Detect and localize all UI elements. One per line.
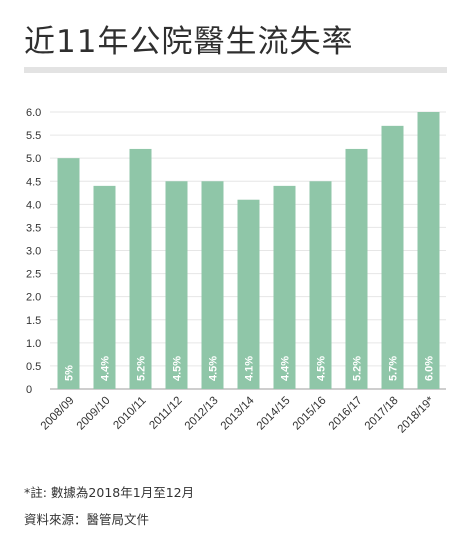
footnote: *註: 數據為2018年1月至12月 — [24, 485, 195, 500]
x-tick-label: 2016/17 — [327, 395, 365, 433]
bar — [309, 181, 332, 389]
bar — [129, 148, 152, 389]
x-tick-label: 2009/10 — [75, 395, 113, 433]
x-tick-label: 2010/11 — [111, 395, 148, 432]
y-tick-label: 6.0 — [26, 107, 41, 119]
x-tick-label: 2011/12 — [147, 395, 184, 432]
y-tick-label: 5.0 — [26, 153, 41, 165]
y-tick-label: 4.5 — [26, 176, 41, 188]
bar — [273, 185, 296, 389]
x-tick-label: 2018/19* — [396, 394, 437, 435]
bar — [57, 158, 80, 389]
bar-data-label: 5% — [64, 365, 76, 381]
y-tick-label: 3.0 — [26, 246, 41, 258]
bar-data-label: 5.2% — [136, 356, 148, 381]
bar — [417, 112, 440, 389]
y-tick-label: 5.5 — [26, 130, 41, 142]
x-tick-label: 2015/16 — [291, 395, 329, 433]
source-note: 資料來源：醫管局文件 — [24, 512, 150, 527]
bar — [93, 185, 116, 389]
y-tick-label: 3.5 — [26, 222, 41, 234]
bar — [381, 125, 404, 389]
bar-data-label: 5.2% — [352, 356, 364, 381]
bar-data-label: 5.7% — [388, 356, 400, 381]
bar — [237, 199, 260, 389]
y-tick-label: 1.5 — [26, 315, 41, 327]
bar — [345, 148, 368, 389]
bar-data-label: 6.0% — [424, 356, 436, 381]
bar-data-label: 4.5% — [208, 356, 220, 381]
y-tick-label: 2.0 — [26, 292, 41, 304]
chart-title: 近11年公院醫生流失率 — [24, 24, 354, 60]
bar-data-label: 4.4% — [280, 356, 292, 381]
bar — [165, 181, 188, 389]
y-tick-label: 4.0 — [26, 199, 41, 211]
y-tick-label: 2.5 — [26, 269, 41, 281]
bar-data-label: 4.5% — [316, 356, 328, 381]
x-tick-label: 2008/09 — [39, 395, 77, 433]
bar — [201, 181, 224, 389]
y-tick-label: 1.0 — [26, 338, 41, 350]
y-tick-label: 0.5 — [26, 361, 41, 373]
x-tick-label: 2014/15 — [255, 395, 293, 433]
x-tick-label: 2012/13 — [183, 395, 221, 433]
bar-data-label: 4.4% — [100, 356, 112, 381]
bar-data-label: 4.5% — [172, 356, 184, 381]
bar-data-label: 4.1% — [244, 356, 256, 381]
y-tick-label: 0 — [26, 384, 32, 396]
title-divider — [24, 67, 447, 73]
x-tick-label: 2013/14 — [219, 394, 257, 432]
